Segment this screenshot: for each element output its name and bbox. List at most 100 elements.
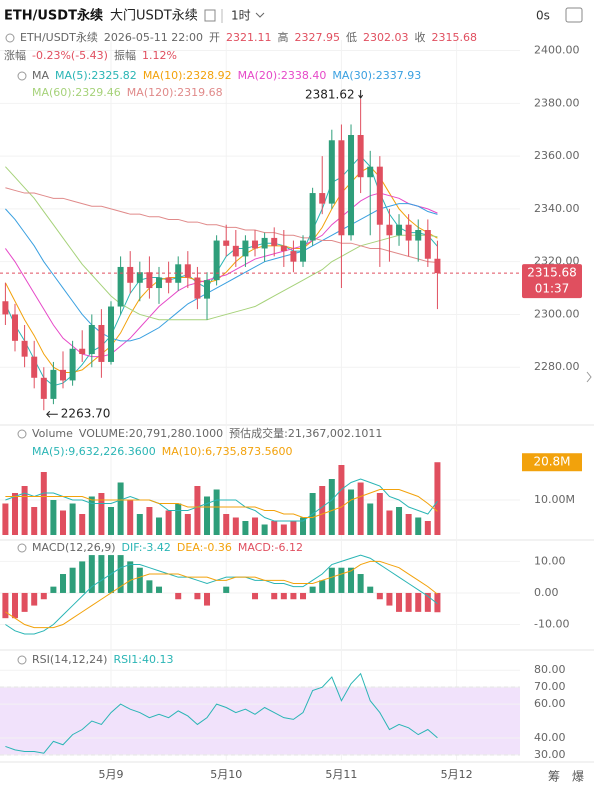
macd-bar <box>386 592 393 606</box>
candle-body <box>357 135 364 178</box>
macd-bar <box>60 574 67 593</box>
legend-text: MA(120):2319.68 <box>127 86 223 99</box>
volume-bar <box>156 517 163 535</box>
volume-bar <box>396 507 403 535</box>
volume-bar <box>69 503 76 535</box>
interval[interactable]: 1时 <box>231 9 251 23</box>
scroll-arrow[interactable] <box>586 371 592 383</box>
series-line <box>5 672 438 754</box>
macd-bar <box>290 592 297 600</box>
candle-body <box>290 251 297 262</box>
footer-button[interactable]: 筹 <box>548 770 560 784</box>
legend-text: 1.12% <box>142 49 177 62</box>
legend-text: RSI(14,12,24) <box>32 653 107 666</box>
volume-bar <box>88 496 95 535</box>
y-tick-label: 10.00M <box>534 493 575 506</box>
macd-bar <box>415 592 422 612</box>
volume-bar <box>98 493 105 535</box>
candle-body <box>194 277 201 299</box>
macd-bar <box>50 586 57 593</box>
legend-text: MA(60):2329.46 <box>32 86 121 99</box>
legend-text: DIF:-3.42 <box>122 541 171 554</box>
candle-body <box>146 272 153 289</box>
volume-bar <box>2 503 9 535</box>
volume-bar <box>261 524 268 535</box>
value-label: 20.8M <box>533 455 570 469</box>
macd-bar <box>309 586 316 593</box>
annotation-arrow <box>358 90 364 99</box>
symbol[interactable]: ETH/USDT永续 <box>4 8 103 24</box>
macd-bar <box>31 592 38 606</box>
macd-bar <box>223 586 230 593</box>
macd-bar <box>21 592 28 612</box>
footer-button[interactable]: 爆 <box>572 770 584 784</box>
y-tick-label: 2340.00 <box>534 202 580 215</box>
legend-text: MACD(12,26,9) <box>32 541 116 554</box>
x-tick-label: 5月12 <box>441 768 473 781</box>
macd-bar <box>300 592 307 600</box>
candle-body <box>415 230 422 241</box>
macd-bar <box>146 580 153 593</box>
macd-bar <box>357 574 364 593</box>
candle-body <box>367 166 374 178</box>
legend-text: ETH/USDT永续 <box>20 30 98 44</box>
candle-body <box>434 258 441 274</box>
candle-body <box>184 264 191 278</box>
candle-body <box>204 280 211 299</box>
volume-bar <box>31 507 38 535</box>
macd-bar <box>348 567 355 593</box>
legend-text: MA(30):2337.93 <box>332 69 421 82</box>
volume-bar <box>175 503 182 535</box>
candle-body <box>165 277 172 283</box>
series-line <box>5 489 438 518</box>
y-tick-label: 0.00 <box>534 586 559 599</box>
volume-bar <box>127 500 134 535</box>
macd-bar <box>69 567 76 593</box>
volume-bar <box>290 521 297 535</box>
candle-body <box>50 369 57 399</box>
legend-text: MA(5):9,632,226.3600 <box>32 445 156 458</box>
x-tick-label: 5月11 <box>325 768 357 781</box>
macd-bar <box>156 586 163 593</box>
y-tick-label: 2280.00 <box>534 360 580 373</box>
volume-bar <box>386 510 393 535</box>
volume-bar <box>376 493 383 535</box>
macd-bar <box>127 561 134 593</box>
candle-body <box>117 266 124 307</box>
legend-text: 2315.68 <box>432 31 478 44</box>
candle-body <box>348 135 355 236</box>
x-tick-label: 5月9 <box>99 768 124 781</box>
y-tick-label: 80.00 <box>534 663 566 676</box>
macd-bar <box>338 567 345 593</box>
macd-bar <box>2 592 9 619</box>
y-tick-label: 2380.00 <box>534 96 580 109</box>
y-tick-label: 40.00 <box>534 731 566 744</box>
candle-body <box>12 314 19 341</box>
volume-bar <box>232 517 239 535</box>
volume-bar <box>271 521 278 535</box>
settings-icon[interactable] <box>565 7 583 23</box>
legend-text: MACD:-6.12 <box>238 541 303 554</box>
indicator-icon <box>5 33 15 43</box>
legend-text: 2327.95 <box>295 31 341 44</box>
macd-bar <box>424 592 431 612</box>
macd-bar <box>79 561 86 593</box>
volume-bar <box>300 517 307 535</box>
candle-body <box>376 166 383 225</box>
candle-body <box>271 237 278 246</box>
legend-text: 高 <box>278 30 289 44</box>
high-annotation: 2381.62 <box>305 88 355 102</box>
candle-body <box>338 140 345 236</box>
candle-body <box>98 325 105 362</box>
value-tag <box>522 453 582 472</box>
series-line <box>5 478 438 522</box>
candle-body <box>69 348 76 381</box>
edit-icon[interactable] <box>204 9 216 22</box>
volume-bar <box>319 486 326 535</box>
volume-bar <box>117 482 124 535</box>
candle-body <box>328 140 335 204</box>
volume-bar <box>108 507 115 535</box>
dropdown-arrow[interactable] <box>255 12 265 18</box>
candle-body <box>386 224 393 236</box>
